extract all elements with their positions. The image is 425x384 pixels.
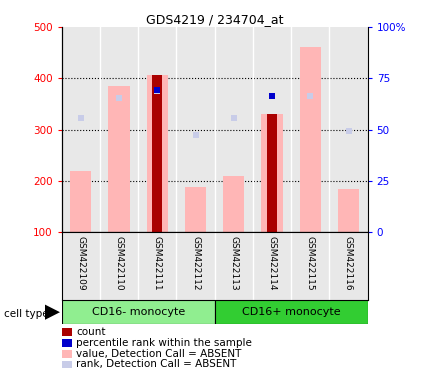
Bar xyxy=(108,86,130,232)
Text: count: count xyxy=(76,327,106,337)
Bar xyxy=(100,27,138,232)
Bar xyxy=(70,170,91,232)
Bar xyxy=(223,176,244,232)
Text: GSM422114: GSM422114 xyxy=(267,236,277,290)
Text: rank, Detection Call = ABSENT: rank, Detection Call = ABSENT xyxy=(76,359,237,369)
Text: CD16- monocyte: CD16- monocyte xyxy=(91,307,185,317)
Bar xyxy=(253,27,291,232)
Text: CD16+ monocyte: CD16+ monocyte xyxy=(242,307,340,317)
Bar xyxy=(261,114,283,232)
Text: GSM422113: GSM422113 xyxy=(229,236,238,290)
Bar xyxy=(153,74,162,232)
Title: GDS4219 / 234704_at: GDS4219 / 234704_at xyxy=(146,13,283,26)
Text: percentile rank within the sample: percentile rank within the sample xyxy=(76,338,252,348)
Bar xyxy=(185,187,206,232)
Bar xyxy=(215,27,253,232)
Text: GSM422116: GSM422116 xyxy=(344,236,353,290)
Text: GSM422112: GSM422112 xyxy=(191,236,200,290)
Bar xyxy=(338,189,359,232)
Text: GSM422115: GSM422115 xyxy=(306,236,315,290)
Text: cell type: cell type xyxy=(4,309,49,319)
Bar xyxy=(215,300,368,324)
Text: value, Detection Call = ABSENT: value, Detection Call = ABSENT xyxy=(76,349,242,359)
Polygon shape xyxy=(45,305,60,320)
Text: GSM422110: GSM422110 xyxy=(114,236,124,290)
Bar xyxy=(62,27,100,232)
Bar xyxy=(329,27,368,232)
Bar xyxy=(138,27,176,232)
Bar xyxy=(267,114,277,232)
Bar xyxy=(300,47,321,232)
Bar xyxy=(62,300,215,324)
Text: GSM422109: GSM422109 xyxy=(76,236,85,290)
Bar xyxy=(147,74,168,232)
Text: GSM422111: GSM422111 xyxy=(153,236,162,290)
Bar xyxy=(291,27,329,232)
Bar xyxy=(176,27,215,232)
